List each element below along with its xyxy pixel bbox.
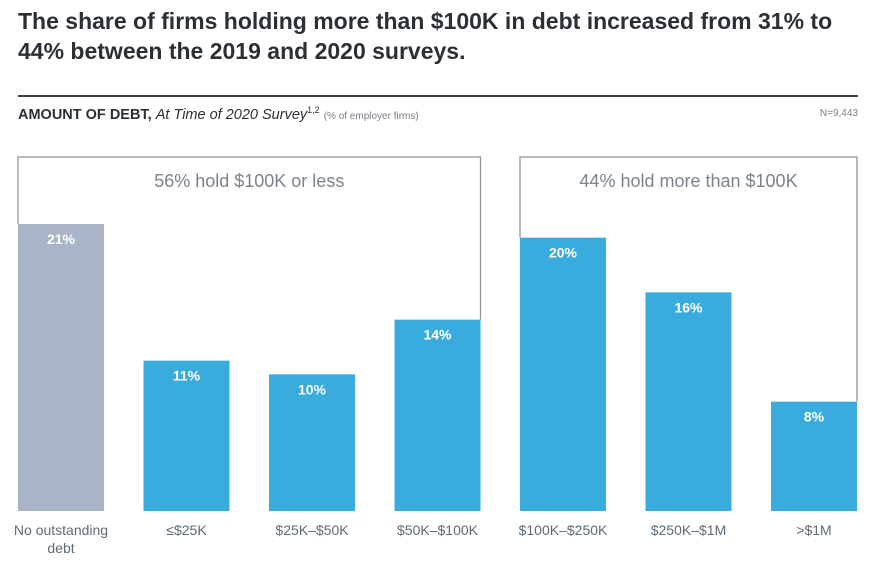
bar-3 [394, 319, 481, 511]
category-label: No outstanding [14, 522, 108, 538]
category-label: $25K–$50K [275, 522, 349, 538]
subtitle-italic: At Time of 2020 Survey [155, 106, 308, 123]
bar-2 [269, 374, 355, 511]
subtitle-units: (% of employer firms) [323, 110, 419, 122]
category-label: $50K–$100K [397, 522, 479, 538]
bar-6 [771, 401, 857, 511]
bar-value-label: 10% [298, 381, 327, 397]
category-label: ≤$25K [166, 522, 207, 538]
headline: The share of firms holding more than $10… [18, 8, 833, 64]
category-label: debt [47, 540, 74, 556]
group-annotation-0: 56% hold $100K or less [154, 171, 344, 191]
category-label: $100K–$250K [519, 522, 608, 538]
bar-value-label: 11% [173, 368, 201, 384]
group-bracket-1 [519, 156, 858, 402]
category-label: $250K–$1M [651, 522, 727, 538]
subtitle-footnote: 1,2 [307, 105, 320, 115]
bar-value-label: 8% [804, 409, 825, 425]
bar-0 [18, 224, 104, 511]
bar-value-label: 20% [549, 245, 578, 261]
group-annotation-1: 44% hold more than $100K [579, 171, 797, 191]
debt-bar-chart: 21% No outstanding debt 11% ≤$25K 10% $25K–$50… [14, 156, 858, 556]
category-label: >$1M [796, 522, 831, 538]
subtitle-bold: AMOUNT OF DEBT, [18, 106, 152, 123]
group-bracket-0 [17, 156, 482, 320]
divider-rule [18, 95, 858, 97]
bar-value-label: 21% [47, 231, 76, 247]
bar-1 [143, 360, 230, 511]
bar-value-label: 16% [674, 299, 703, 315]
bar-value-label: 14% [423, 327, 452, 343]
chart-subtitle: AMOUNT OF DEBT, At Time of 2020 Survey1,… [18, 105, 419, 123]
bar-5 [645, 292, 732, 511]
sample-size: N=9,443 [819, 108, 858, 119]
bar-4 [520, 237, 606, 511]
